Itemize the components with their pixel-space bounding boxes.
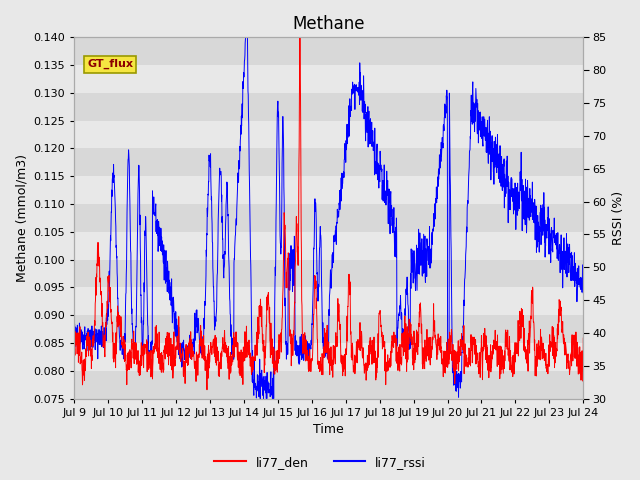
li77_den [296,35,304,40]
li77_den [97,276,104,281]
Bar [74,204,583,232]
Bar [74,148,583,176]
li77_rssi [242,35,250,40]
Y-axis label: RSSI (%): RSSI (%) [612,191,625,245]
li77_den [305,369,313,374]
Bar [74,371,583,398]
li77_den [579,335,587,341]
Bar [74,260,583,288]
Bar [74,65,583,93]
li77_rssi [257,396,264,401]
Bar [74,232,583,260]
li77_den [70,353,78,359]
Bar [74,343,583,371]
Bar [74,176,583,204]
li77_den [319,354,326,360]
Legend: li77_den, li77_rssi: li77_den, li77_rssi [209,451,431,474]
Line: li77_den: li77_den [74,37,583,390]
Y-axis label: Methane (mmol/m3): Methane (mmol/m3) [15,154,28,282]
li77_den [472,337,479,343]
li77_den [565,358,573,364]
li77_den [565,365,573,371]
Text: GT_flux: GT_flux [87,59,133,69]
Bar [74,120,583,148]
Bar [74,288,583,315]
Title: Methane: Methane [292,15,365,33]
li77_rssi [472,100,479,106]
li77_rssi [305,341,313,347]
Bar [74,315,583,343]
X-axis label: Time: Time [314,423,344,436]
li77_rssi [579,290,587,296]
Line: li77_rssi: li77_rssi [74,37,583,398]
li77_rssi [70,337,78,343]
li77_rssi [565,251,573,256]
li77_rssi [565,270,573,276]
Bar [74,93,583,120]
li77_rssi [319,317,326,323]
li77_den [203,387,211,393]
Bar [74,37,583,65]
li77_rssi [97,330,104,336]
